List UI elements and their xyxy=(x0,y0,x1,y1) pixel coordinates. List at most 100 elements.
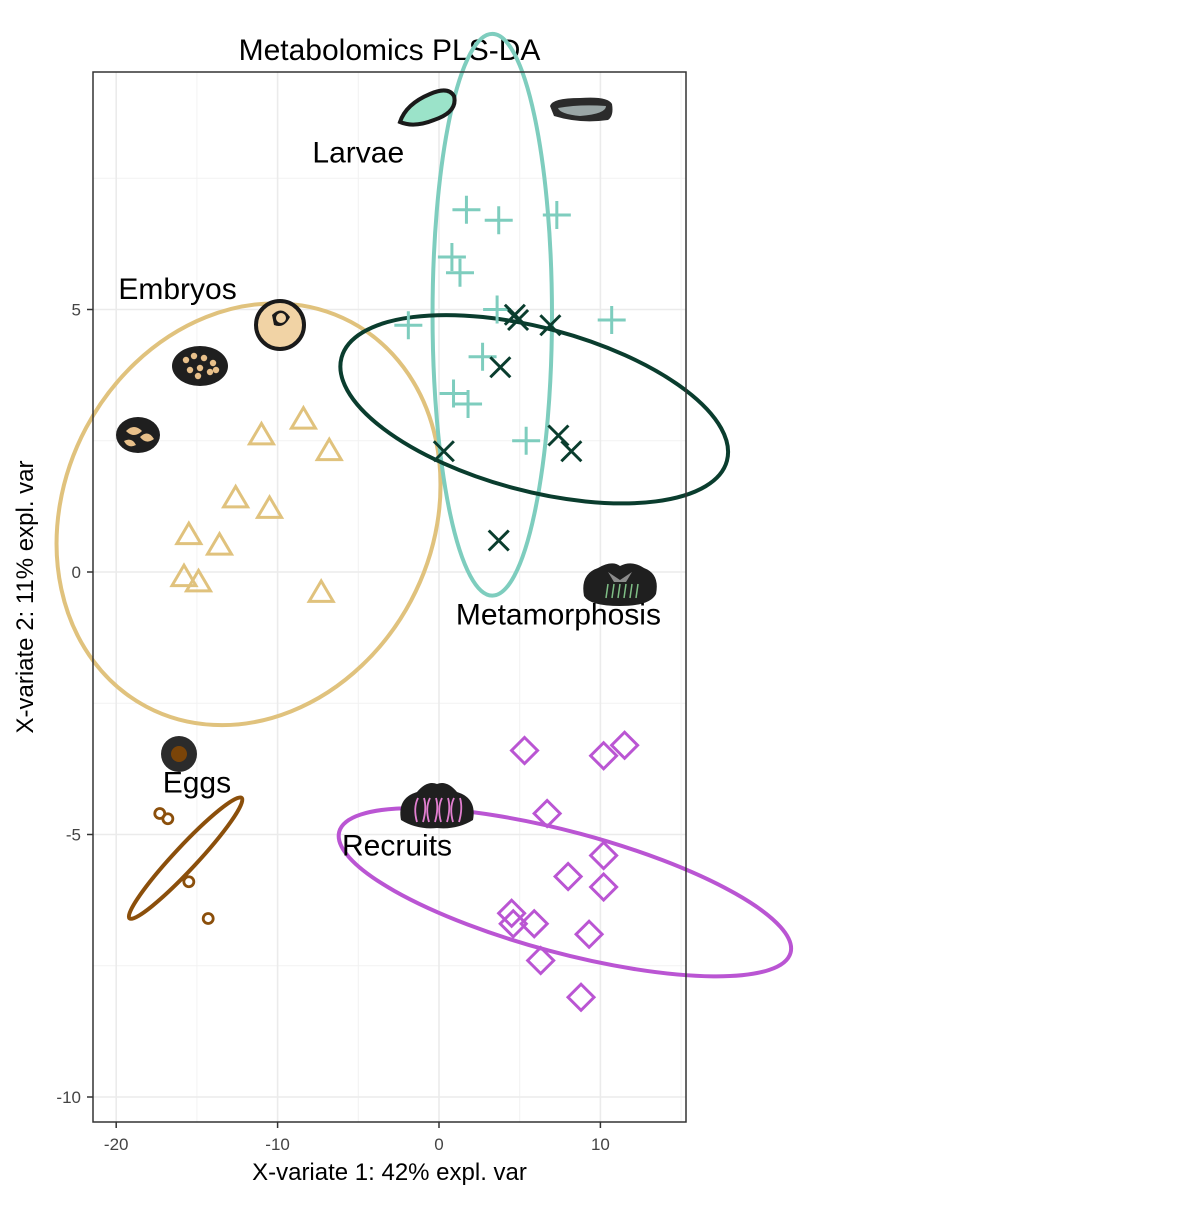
larva-b-inner xyxy=(558,105,606,116)
group-label-larvae: Larvae xyxy=(312,137,404,170)
group-label-eggs: Eggs xyxy=(163,767,231,800)
points-embryos xyxy=(169,404,344,603)
recruit-tentacle xyxy=(438,797,443,823)
metamorphosis-icon xyxy=(583,563,657,606)
point-triangle xyxy=(254,494,285,519)
embryo-mid-cell xyxy=(186,366,194,374)
point-x xyxy=(432,440,455,463)
point-triangle xyxy=(174,520,204,546)
points-eggs xyxy=(153,807,215,925)
point-plus xyxy=(512,426,541,455)
point-plus xyxy=(484,206,513,235)
embryo-late-body xyxy=(116,417,160,453)
metamorphosis-tentacle xyxy=(623,583,627,599)
chart-title: Metabolomics PLS-DA xyxy=(239,34,541,67)
point-plus xyxy=(454,390,483,418)
point-x xyxy=(547,424,570,447)
point-layer xyxy=(153,195,640,1013)
plot-border xyxy=(92,71,687,1123)
point-x xyxy=(487,529,510,552)
point-x xyxy=(539,314,562,337)
point-diamond xyxy=(509,735,540,766)
point-diamond xyxy=(498,908,529,939)
point-plus xyxy=(542,201,571,229)
points-metamorphosis xyxy=(432,303,583,552)
point-triangle xyxy=(314,436,344,462)
embryo-mid-cell xyxy=(209,359,217,367)
point-triangle xyxy=(169,562,199,588)
x-axis-title: X-variate 1: 42% expl. var xyxy=(252,1159,527,1186)
metamorphosis-tentacle xyxy=(635,583,639,599)
larva-icon-b xyxy=(550,97,613,122)
group-label-metamorphosis: Metamorphosis xyxy=(456,599,661,632)
point-triangle xyxy=(246,420,277,446)
group-label-embryos: Embryos xyxy=(118,273,236,306)
embryo-spot xyxy=(276,313,286,323)
ellipse-eggs xyxy=(126,795,245,921)
point-plus xyxy=(437,243,466,271)
larva-icon-a xyxy=(397,88,457,127)
point-x xyxy=(560,440,583,463)
recruit-tentacle xyxy=(426,797,431,823)
group-label-recruits: Recruits xyxy=(342,830,452,863)
y-tick-label: 0 xyxy=(72,563,81,582)
embryo-late-lobe-a xyxy=(126,427,142,435)
metamorphosis-tentacle xyxy=(611,583,615,599)
point-diamond xyxy=(532,798,563,829)
embryo-mid-cell xyxy=(196,364,204,372)
point-diamond xyxy=(588,740,619,771)
point-plus xyxy=(439,379,468,408)
recruit-tentacle xyxy=(450,797,455,823)
point-diamond xyxy=(573,919,605,950)
point-triangle xyxy=(221,483,251,509)
metamorphosis-tentacle xyxy=(605,583,609,599)
point-diamond xyxy=(609,730,640,761)
larva-a-body xyxy=(397,88,457,127)
point-plus xyxy=(597,306,626,334)
point-circle xyxy=(201,912,215,925)
point-circle xyxy=(161,812,175,826)
x-tick-label: -10 xyxy=(265,1135,290,1154)
egg-icon xyxy=(161,736,197,772)
embryo-mid-cell xyxy=(194,372,202,380)
recruit-tentacle xyxy=(458,797,463,823)
point-triangle xyxy=(288,404,319,430)
point-diamond xyxy=(588,871,619,903)
x-tick-label: 10 xyxy=(591,1135,610,1154)
embryo-late-lobe-b xyxy=(140,433,154,442)
recruit-tentacle xyxy=(434,797,439,823)
point-diamond xyxy=(519,908,550,939)
points-recruits xyxy=(496,730,640,1013)
embryo-mid-cell xyxy=(182,356,190,364)
recruit-tentacle xyxy=(422,797,427,823)
y-tick-label: -10 xyxy=(56,1088,81,1107)
point-triangle xyxy=(183,567,214,593)
metamorphosis-tentacle xyxy=(629,583,633,599)
point-circle xyxy=(182,875,196,889)
point-diamond xyxy=(565,982,597,1013)
axis-layer: -20 -10 0 10 -10 -5 0 5 xyxy=(56,71,687,1154)
point-x xyxy=(507,308,530,332)
point-triangle xyxy=(306,578,336,603)
grid-layer xyxy=(93,72,686,1122)
embryo-mid-cell xyxy=(212,366,220,374)
label-layer: Eggs Embryos Larvae Metamorphosis Recruits xyxy=(118,137,661,863)
y-tick-label: -5 xyxy=(66,826,81,845)
embryo-mid-cell xyxy=(190,352,198,360)
ellipse-embryos xyxy=(54,301,443,728)
point-plus xyxy=(394,311,423,340)
metamorphosis-top xyxy=(608,572,632,582)
point-diamond xyxy=(525,945,556,976)
recruit-tentacle xyxy=(446,797,451,823)
embryo-icon-early xyxy=(254,299,306,351)
point-diamond xyxy=(552,861,584,892)
x-tick-label: 0 xyxy=(434,1135,443,1154)
ellipse-recruits xyxy=(336,806,794,979)
points-larvae xyxy=(394,195,626,455)
point-diamond xyxy=(496,898,527,929)
embryo-icon-mid xyxy=(172,346,228,386)
embryo-mid-cell xyxy=(200,354,208,362)
embryo-mid-cell xyxy=(206,368,214,376)
